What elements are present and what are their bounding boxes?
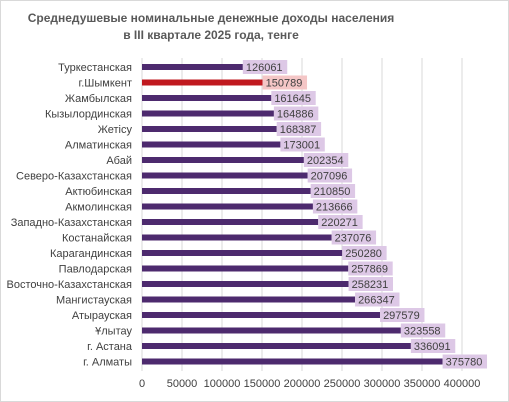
bar [142,64,243,70]
data-label-box [303,153,349,167]
bar [142,219,319,225]
x-tick-label: 200000 [284,378,321,390]
bar [142,172,308,179]
category-label: Ұлытау [95,326,132,338]
category-label: Абай [106,155,132,167]
data-label: 168387 [280,124,317,136]
data-label-box [312,199,358,214]
category-label: г.Шымкент [79,78,132,90]
data-label-box [331,230,377,245]
category-label: Алматинская [65,140,132,152]
data-label: 297579 [383,310,420,322]
x-tick-label: 150000 [244,378,281,390]
bar [142,157,304,163]
bar [142,327,401,334]
data-label: 173001 [283,140,320,152]
category-label: Западно-Казахстанская [11,217,132,229]
bar [142,79,263,86]
data-label: 336091 [414,341,451,353]
data-label: 257869 [351,264,388,276]
category-label: Костанайская [62,233,132,245]
data-label: 220271 [321,217,358,229]
category-label: Акмолинская [65,202,132,214]
data-label: 164886 [277,109,314,121]
data-label: 258231 [352,279,389,291]
bar [142,188,311,194]
data-label-box [276,122,322,136]
category-label: г. Алматы [83,357,132,369]
data-label-box [400,323,446,338]
data-label: 207096 [311,171,348,183]
data-label: 375780 [446,357,483,369]
data-label: 213666 [316,202,353,214]
bar [142,234,332,241]
category-label: Северо-Казахстанская [16,171,132,183]
category-label: Павлодарская [59,264,132,276]
category-label: Карагандинская [50,248,132,260]
data-label: 266347 [358,295,395,307]
category-label: Атырауская [72,310,132,322]
bar [142,343,411,349]
data-label: 323558 [404,326,441,338]
category-label: Жетісу [98,124,133,136]
data-label-box [348,277,393,291]
category-label: Жамбылская [65,93,132,105]
bar [142,126,277,132]
data-label-box [242,60,288,74]
data-label-box [271,91,316,105]
data-label-box [280,137,325,152]
data-label-box [310,184,356,198]
bar [142,281,349,287]
bar [142,110,274,117]
data-label: 237076 [335,233,372,245]
category-label: Кызылординская [45,109,132,121]
data-label: 210850 [314,186,351,198]
x-tick-label: 350000 [404,378,441,390]
data-label-box [342,246,387,260]
data-label: 161645 [274,93,311,105]
x-tick-label: 0 [139,378,145,390]
data-label-box [410,339,456,353]
bar [142,95,272,101]
category-label: Восточно-Казахстанская [6,279,132,291]
bar [142,312,381,318]
data-label-box [348,261,393,276]
category-label: Актюбинская [65,186,132,198]
data-label-box [273,106,319,121]
data-label-box [380,308,425,322]
chart-title-line-1: Среднедушевые номинальные денежные доход… [27,11,395,25]
data-label-box [355,292,400,307]
category-label: Мангистауская [56,295,132,307]
x-tick-label: 50000 [167,378,198,390]
data-label: 202354 [307,155,344,167]
data-label-box [307,168,353,183]
chart-title: Среднедушевые номинальные денежные доход… [1,10,421,44]
bar [142,203,313,210]
x-tick-label: 300000 [364,378,401,390]
data-label-box [318,215,363,229]
data-label-box [442,354,488,369]
bar [142,358,443,365]
data-label: 126061 [246,62,283,74]
x-tick-label: 400000 [444,378,481,390]
chart-title-line-2: в III квартале 2025 года, тенге [123,28,299,42]
data-label: 250280 [345,248,382,260]
category-label: Туркестанская [58,62,132,74]
data-label: 150789 [266,78,303,90]
x-tick-label: 100000 [204,378,241,390]
bar [142,265,349,272]
category-label: г. Астана [87,341,133,353]
bar [142,296,356,303]
x-tick-label: 250000 [324,378,361,390]
data-label-box [262,75,308,90]
bar [142,250,343,256]
bar [142,141,281,148]
